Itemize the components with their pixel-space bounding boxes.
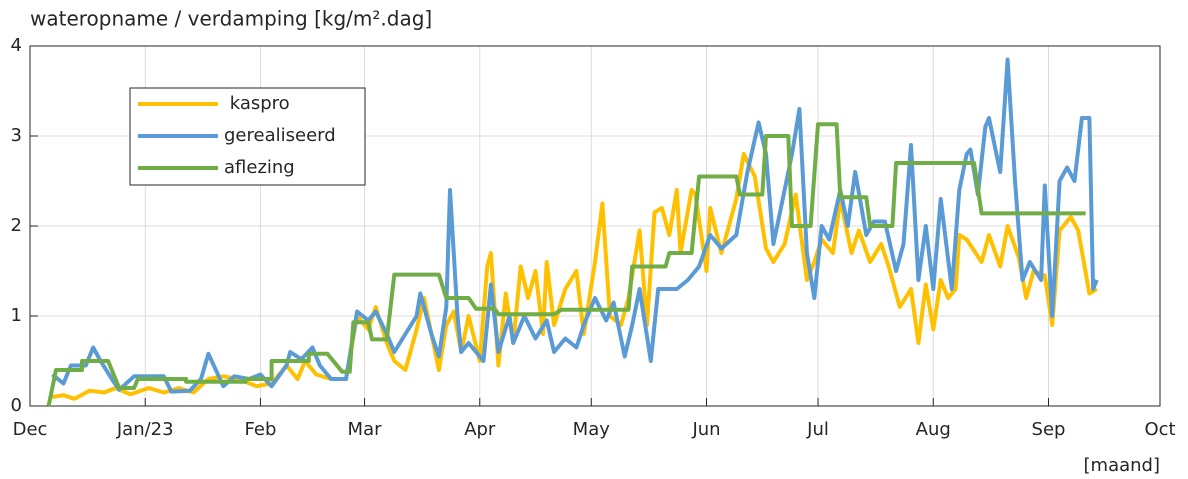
- series-line: [46, 122, 1086, 407]
- chart-title: wateropname / verdamping [kg/m².dag]: [30, 7, 432, 31]
- y-tick-label: 3: [11, 125, 22, 146]
- x-tick-label: Sep: [1032, 419, 1066, 440]
- x-tick-label: Feb: [245, 419, 277, 440]
- x-tick-label: Dec: [13, 419, 48, 440]
- x-tick-label: Aug: [916, 419, 951, 440]
- legend-label: aflezing: [224, 157, 295, 178]
- x-tick-label: Jul: [806, 419, 829, 440]
- plot-frame: [29, 45, 1161, 407]
- x-axis-label: [maand]: [1084, 455, 1160, 476]
- x-tick-label: Oct: [1144, 419, 1175, 440]
- x-tick-label: Mar: [348, 419, 383, 440]
- y-tick-label: 2: [11, 215, 22, 236]
- x-tick-label: Jun: [691, 419, 720, 440]
- legend-label: gerealiseerd: [224, 125, 336, 146]
- y-tick-label: 4: [11, 35, 22, 56]
- x-tick-label: Apr: [464, 419, 496, 440]
- series-line: [51, 152, 1098, 401]
- y-tick-label: 0: [11, 395, 22, 416]
- x-tick-label: May: [573, 419, 611, 440]
- x-tick-label: Jan/23: [116, 419, 174, 440]
- y-tick-label: 1: [11, 305, 22, 326]
- legend-label: kaspro: [224, 93, 290, 114]
- series-line: [51, 57, 1099, 394]
